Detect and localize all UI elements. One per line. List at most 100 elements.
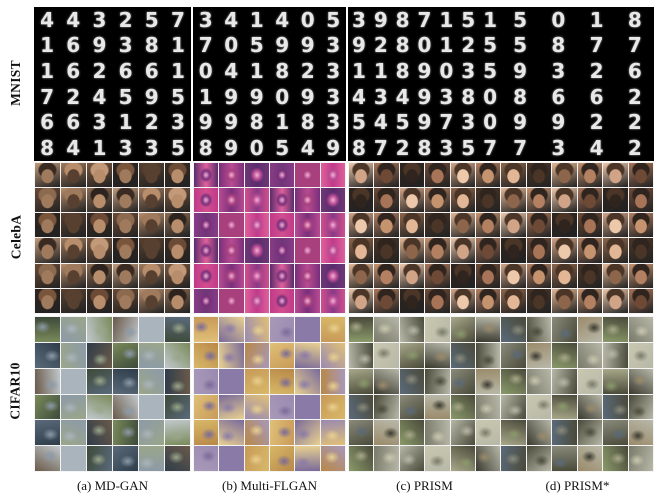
mnist-sample-digit: 4: [395, 84, 410, 109]
cifar10-generated-image: [501, 342, 526, 368]
celeba-generated-face: [194, 288, 219, 313]
mnist-sample-digit: 1: [351, 59, 366, 84]
mnist-sample-digit: 4: [589, 136, 604, 161]
celeba-generated-face: [476, 188, 501, 213]
celeba-generated-face: [501, 163, 526, 188]
mnist-sample-digit: 0: [249, 136, 264, 161]
cifar10-generated-image: [194, 317, 219, 342]
celeba-generated-face: [552, 238, 577, 263]
mnist-sample-digit: 0: [439, 59, 454, 84]
mnist-sample-digit: 9: [513, 59, 528, 84]
celeba-generated-face: [577, 188, 603, 213]
celeba-generated-face: [399, 238, 425, 263]
mnist-sample-digit: 7: [439, 110, 454, 135]
mnist-sample-digit: 5: [144, 7, 159, 32]
celeba-generated-face: [219, 288, 244, 313]
cifar10-generated-image: [603, 446, 628, 471]
cifar10-generated-image: [270, 342, 295, 368]
cifar10-generated-image: [450, 420, 476, 446]
cifar10-generated-image: [577, 342, 603, 368]
cifar10-generated-image: [194, 420, 219, 446]
celeba-generated-face: [425, 238, 450, 263]
mnist-sample-digit: 2: [627, 136, 642, 161]
celeba-generated-face: [113, 188, 138, 213]
cifar10-generated-image: [425, 446, 450, 471]
mnist-sample-digit: 5: [351, 110, 366, 135]
celeba-generated-face: [295, 263, 320, 288]
cifar10-prism-panel: [348, 316, 654, 472]
mnist-sample-digit: 4: [373, 110, 388, 135]
cifar10-generated-image: [270, 317, 295, 342]
mnist-sample-digit: 0: [417, 33, 432, 58]
celeba-generated-face: [320, 188, 345, 213]
celeba-generated-face: [244, 288, 269, 313]
cifar10-generated-image: [552, 317, 577, 342]
celeba-generated-face: [349, 163, 374, 188]
celeba-generated-face: [399, 263, 425, 288]
mnist-sample-digit: 2: [118, 7, 133, 32]
celeba-generated-face: [113, 263, 138, 288]
mnist-sample-digit: 6: [66, 59, 81, 84]
cifar10-generated-image: [219, 368, 244, 394]
cifar10-generated-image: [526, 394, 552, 420]
mnist-sample-digit: 3: [551, 136, 566, 161]
mnist-sample-digit: 2: [300, 59, 315, 84]
celeba-generated-face: [61, 163, 86, 188]
celeba-generated-face: [295, 163, 320, 188]
mnist-sample-digit: 0: [483, 84, 498, 109]
cifar10-generated-image: [87, 317, 112, 342]
cifar10-generated-image: [399, 342, 425, 368]
celeba-generated-face: [374, 238, 399, 263]
celeba-generated-face: [552, 163, 577, 188]
cifar10-generated-image: [244, 394, 269, 420]
cifar10-generated-image: [577, 420, 603, 446]
celeba-generated-face: [219, 213, 244, 238]
celeba-generated-face: [244, 213, 269, 238]
celeba-generated-face: [476, 163, 501, 188]
cifar10-generated-image: [113, 420, 138, 446]
cifar10-generated-image: [87, 394, 112, 420]
cifar10-generated-image: [320, 394, 345, 420]
cifar10-generated-image: [244, 342, 269, 368]
cifar10-generated-image: [450, 446, 476, 471]
celeba-generated-face: [349, 238, 374, 263]
cifar10-generated-image: [349, 394, 374, 420]
celeba-generated-face: [476, 213, 501, 238]
mnist-sample-digit: 5: [326, 7, 341, 32]
celeba-generated-face: [577, 263, 603, 288]
mnist-sample-digit: 3: [439, 136, 454, 161]
cifar10-generated-image: [501, 420, 526, 446]
celeba-generated-face: [425, 213, 450, 238]
cifar10-generated-image: [476, 368, 501, 394]
cifar10-generated-image: [320, 317, 345, 342]
cifar10-generated-image: [603, 420, 628, 446]
celeba-generated-face: [526, 188, 552, 213]
mnist-sample-digit: 2: [627, 110, 642, 135]
mnist-sample-digit: 5: [513, 7, 528, 32]
cifar10-generated-image: [374, 317, 399, 342]
cifar10-generated-image: [87, 368, 112, 394]
mnist-sample-digit: 4: [224, 7, 239, 32]
celeba-generated-face: [526, 263, 552, 288]
cifar10-generated-image: [87, 446, 112, 471]
cifar10-generated-image: [425, 420, 450, 446]
cifar10-generated-image: [628, 342, 653, 368]
mnist-sample-digit: 5: [249, 33, 264, 58]
caption-prism: (c) PRISM: [396, 478, 453, 493]
cifar10-generated-image: [35, 420, 60, 446]
mnist-sample-digit: 5: [483, 59, 498, 84]
cifar10-generated-image: [374, 368, 399, 394]
cifar10-generated-image: [374, 342, 399, 368]
mnist-sample-digit: 3: [326, 84, 341, 109]
cifar10-generated-image: [295, 420, 320, 446]
cifar10-generated-image: [501, 394, 526, 420]
mnist-sample-digit: 9: [224, 84, 239, 109]
cifar10-generated-image: [61, 394, 86, 420]
mnist-sample-digit: 6: [66, 33, 81, 58]
cifar10-generated-image: [374, 446, 399, 471]
celeba-generated-face: [35, 213, 60, 238]
cifar10-generated-image: [603, 317, 628, 342]
cifar10-generated-image: [165, 342, 190, 368]
mnist-sample-digit: 6: [589, 84, 604, 109]
mnist-sample-digit: 2: [627, 84, 642, 109]
